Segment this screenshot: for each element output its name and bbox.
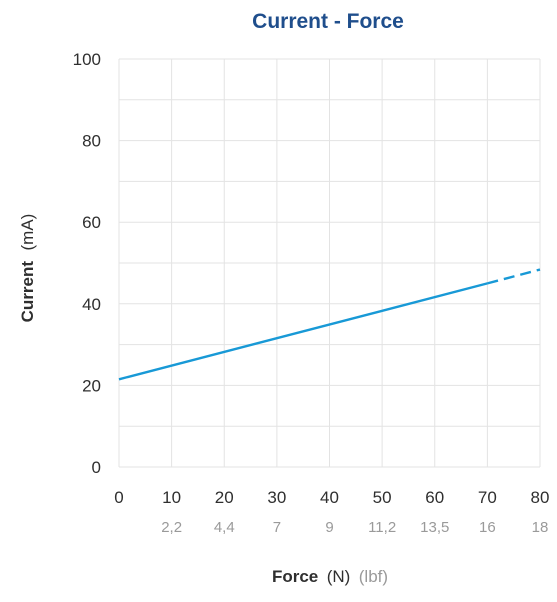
series-line: [118, 282, 488, 381]
x-secondary-tick-label: 16: [479, 519, 496, 536]
x-secondary-tick-label: 9: [325, 519, 333, 536]
x-axis-secondary-ticks: 2,2 4,4 7 9 11,2 13,5 16 18: [161, 519, 548, 536]
grid: [118, 58, 541, 468]
x-tick-label: 20: [215, 488, 234, 507]
y-axis-label: Current (mA): [18, 214, 37, 323]
x-tick-label: 70: [478, 488, 497, 507]
y-tick-label: 60: [82, 213, 101, 232]
y-axis-ticks: 0 20 40 60 80 100: [73, 50, 101, 477]
x-secondary-tick-label: 2,2: [161, 519, 182, 536]
x-axis-ticks: 0 10 20 30 40 50 60 70 80: [114, 488, 549, 507]
x-tick-label: 40: [320, 488, 339, 507]
x-secondary-tick-label: 13,5: [420, 519, 449, 536]
series-layer: [118, 268, 541, 381]
x-tick-label: 30: [267, 488, 286, 507]
x-tick-label: 80: [531, 488, 550, 507]
chart-title: Current - Force: [252, 10, 404, 33]
x-tick-label: 0: [114, 488, 123, 507]
x-secondary-tick-label: 4,4: [214, 519, 235, 536]
x-secondary-tick-label: 11,2: [368, 519, 396, 536]
y-tick-label: 80: [82, 132, 101, 151]
x-secondary-tick-label: 18: [532, 519, 549, 536]
y-axis-label-unit: (mA): [18, 214, 37, 251]
x-tick-label: 60: [425, 488, 444, 507]
x-axis-label: Force (N) (lbf): [272, 567, 388, 586]
x-secondary-tick-label: 7: [273, 519, 281, 536]
y-tick-label: 100: [73, 50, 101, 69]
series-line-dashed: [487, 268, 541, 285]
x-axis-label-unit: (N): [327, 567, 351, 586]
x-axis-label-name: Force: [272, 567, 318, 586]
y-tick-label: 0: [92, 458, 101, 477]
x-axis-label-secondary-unit: (lbf): [359, 567, 388, 586]
y-tick-label: 40: [82, 295, 101, 314]
y-axis-label-name: Current: [18, 261, 37, 323]
x-tick-label: 10: [162, 488, 181, 507]
x-tick-label: 50: [373, 488, 392, 507]
y-tick-label: 20: [82, 376, 101, 395]
